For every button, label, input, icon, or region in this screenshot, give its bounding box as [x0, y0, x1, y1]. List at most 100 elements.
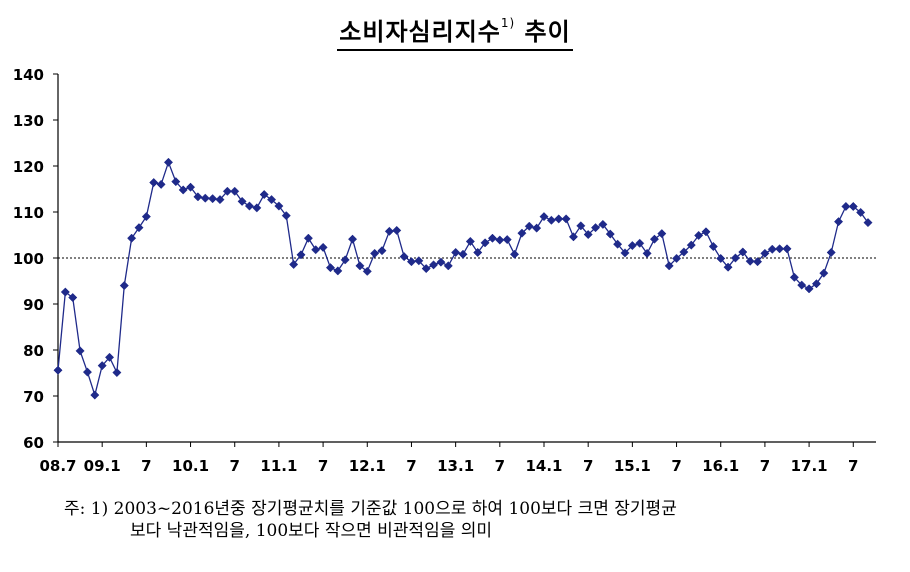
data-point	[421, 264, 431, 274]
series-line	[57, 160, 869, 398]
y-tick-label: 140	[13, 66, 44, 84]
data-point	[451, 247, 461, 258]
data-point	[627, 241, 637, 251]
data-point	[465, 236, 475, 246]
data-point	[730, 253, 741, 263]
data-point	[362, 266, 372, 276]
data-point	[311, 245, 321, 255]
chart-title: 소비자심리지수1) 추이	[337, 12, 573, 51]
data-point	[237, 196, 247, 206]
data-point	[524, 221, 534, 231]
data-point	[392, 225, 402, 235]
y-tick-label: 130	[13, 112, 44, 130]
data-point	[613, 239, 623, 249]
data-point	[244, 201, 255, 211]
data-point	[561, 214, 571, 224]
x-tick-label: 12.1	[349, 457, 386, 475]
x-tick-label: 7	[583, 457, 593, 475]
data-point	[664, 261, 674, 271]
data-point	[318, 242, 328, 252]
data-point	[833, 217, 844, 227]
data-point	[156, 179, 166, 189]
data-point	[480, 238, 490, 248]
data-point	[708, 241, 718, 252]
data-point	[53, 365, 63, 375]
data-point	[539, 212, 549, 222]
data-point	[104, 352, 115, 362]
data-point	[428, 260, 439, 270]
data-point	[296, 250, 306, 260]
data-point	[215, 195, 225, 205]
y-tick-label: 90	[23, 296, 44, 314]
data-point	[406, 257, 417, 267]
data-point	[642, 248, 652, 258]
x-tick-label: 7	[230, 457, 240, 475]
data-point	[605, 229, 615, 239]
tick-labels-layer: 60 70 80 90 100 110 120 130 140 08.7 09.1 7 10.1 7 11.…	[13, 66, 859, 475]
data-point	[443, 261, 453, 271]
x-tick-label: 15.1	[614, 457, 651, 475]
x-tick-label: 7	[406, 457, 416, 475]
x-tick-label: 7	[318, 457, 328, 475]
y-tick-label: 70	[23, 388, 44, 406]
x-tick-label: 17.1	[791, 457, 828, 475]
data-point	[193, 192, 203, 202]
chart-title-suffix: 추이	[515, 18, 571, 46]
data-point	[686, 240, 696, 250]
data-point	[185, 182, 196, 192]
x-tick-label: 16.1	[702, 457, 739, 475]
y-tick-label: 110	[13, 204, 44, 222]
data-point	[767, 244, 777, 254]
footnote-line-2: 보다 낙관적임을, 100보다 작으면 비관적임을 의미	[130, 521, 493, 541]
data-point	[679, 247, 689, 257]
data-point	[657, 229, 667, 239]
data-point	[598, 219, 608, 229]
data-point	[745, 256, 755, 266]
data-point	[252, 203, 262, 213]
data-point	[163, 157, 174, 167]
data-point	[495, 235, 505, 245]
data-point	[384, 226, 394, 236]
data-point	[848, 201, 858, 212]
x-tick-label: 7	[495, 457, 505, 475]
data-point	[620, 248, 630, 258]
y-tick-label: 80	[23, 342, 44, 360]
data-point	[208, 194, 218, 204]
data-point	[826, 247, 836, 258]
data-point	[775, 244, 785, 254]
data-point	[568, 232, 579, 242]
data-point	[340, 255, 350, 265]
x-tick-label: 11.1	[260, 457, 297, 475]
data-point	[347, 234, 358, 244]
data-point	[75, 346, 85, 356]
data-point	[760, 248, 770, 258]
data-point	[841, 201, 851, 212]
data-point	[752, 257, 763, 267]
footnote-line-1: 주: 1) 2003~2016년중 장기평균치를 기준값 100으로 하여 10…	[64, 499, 677, 519]
x-tick-label: 09.1	[84, 457, 121, 475]
data-point	[141, 212, 151, 222]
data-point	[127, 233, 137, 243]
data-point	[723, 262, 733, 272]
data-point	[649, 234, 660, 244]
data-point	[694, 230, 704, 241]
data-point	[60, 287, 70, 297]
data-point	[590, 223, 601, 233]
data-point	[134, 223, 144, 233]
data-point	[701, 227, 711, 237]
x-tick-label: 7	[141, 457, 151, 475]
data-point	[230, 186, 240, 196]
data-point	[355, 261, 365, 271]
x-tick-label: 08.7	[39, 457, 76, 475]
x-tick-label: 7	[671, 457, 681, 475]
data-point	[274, 201, 284, 211]
series-layer	[53, 157, 873, 400]
data-point	[583, 229, 593, 240]
data-point	[576, 221, 586, 231]
data-point	[863, 218, 873, 228]
data-point	[259, 189, 269, 200]
data-point	[473, 247, 483, 258]
data-point	[171, 177, 181, 187]
data-point	[554, 214, 564, 224]
x-tick-label: 7	[848, 457, 858, 475]
